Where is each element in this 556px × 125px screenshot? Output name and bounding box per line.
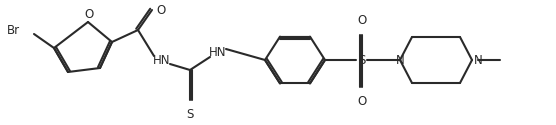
Text: O: O bbox=[358, 95, 366, 108]
Text: O: O bbox=[156, 4, 165, 16]
Text: HN: HN bbox=[209, 46, 227, 59]
Text: O: O bbox=[85, 8, 93, 21]
Text: Br: Br bbox=[7, 24, 20, 36]
Text: S: S bbox=[186, 108, 193, 121]
Text: HN: HN bbox=[153, 54, 171, 66]
Text: S: S bbox=[358, 54, 366, 66]
Text: N: N bbox=[474, 54, 483, 66]
Text: O: O bbox=[358, 14, 366, 27]
Text: N: N bbox=[396, 54, 404, 66]
